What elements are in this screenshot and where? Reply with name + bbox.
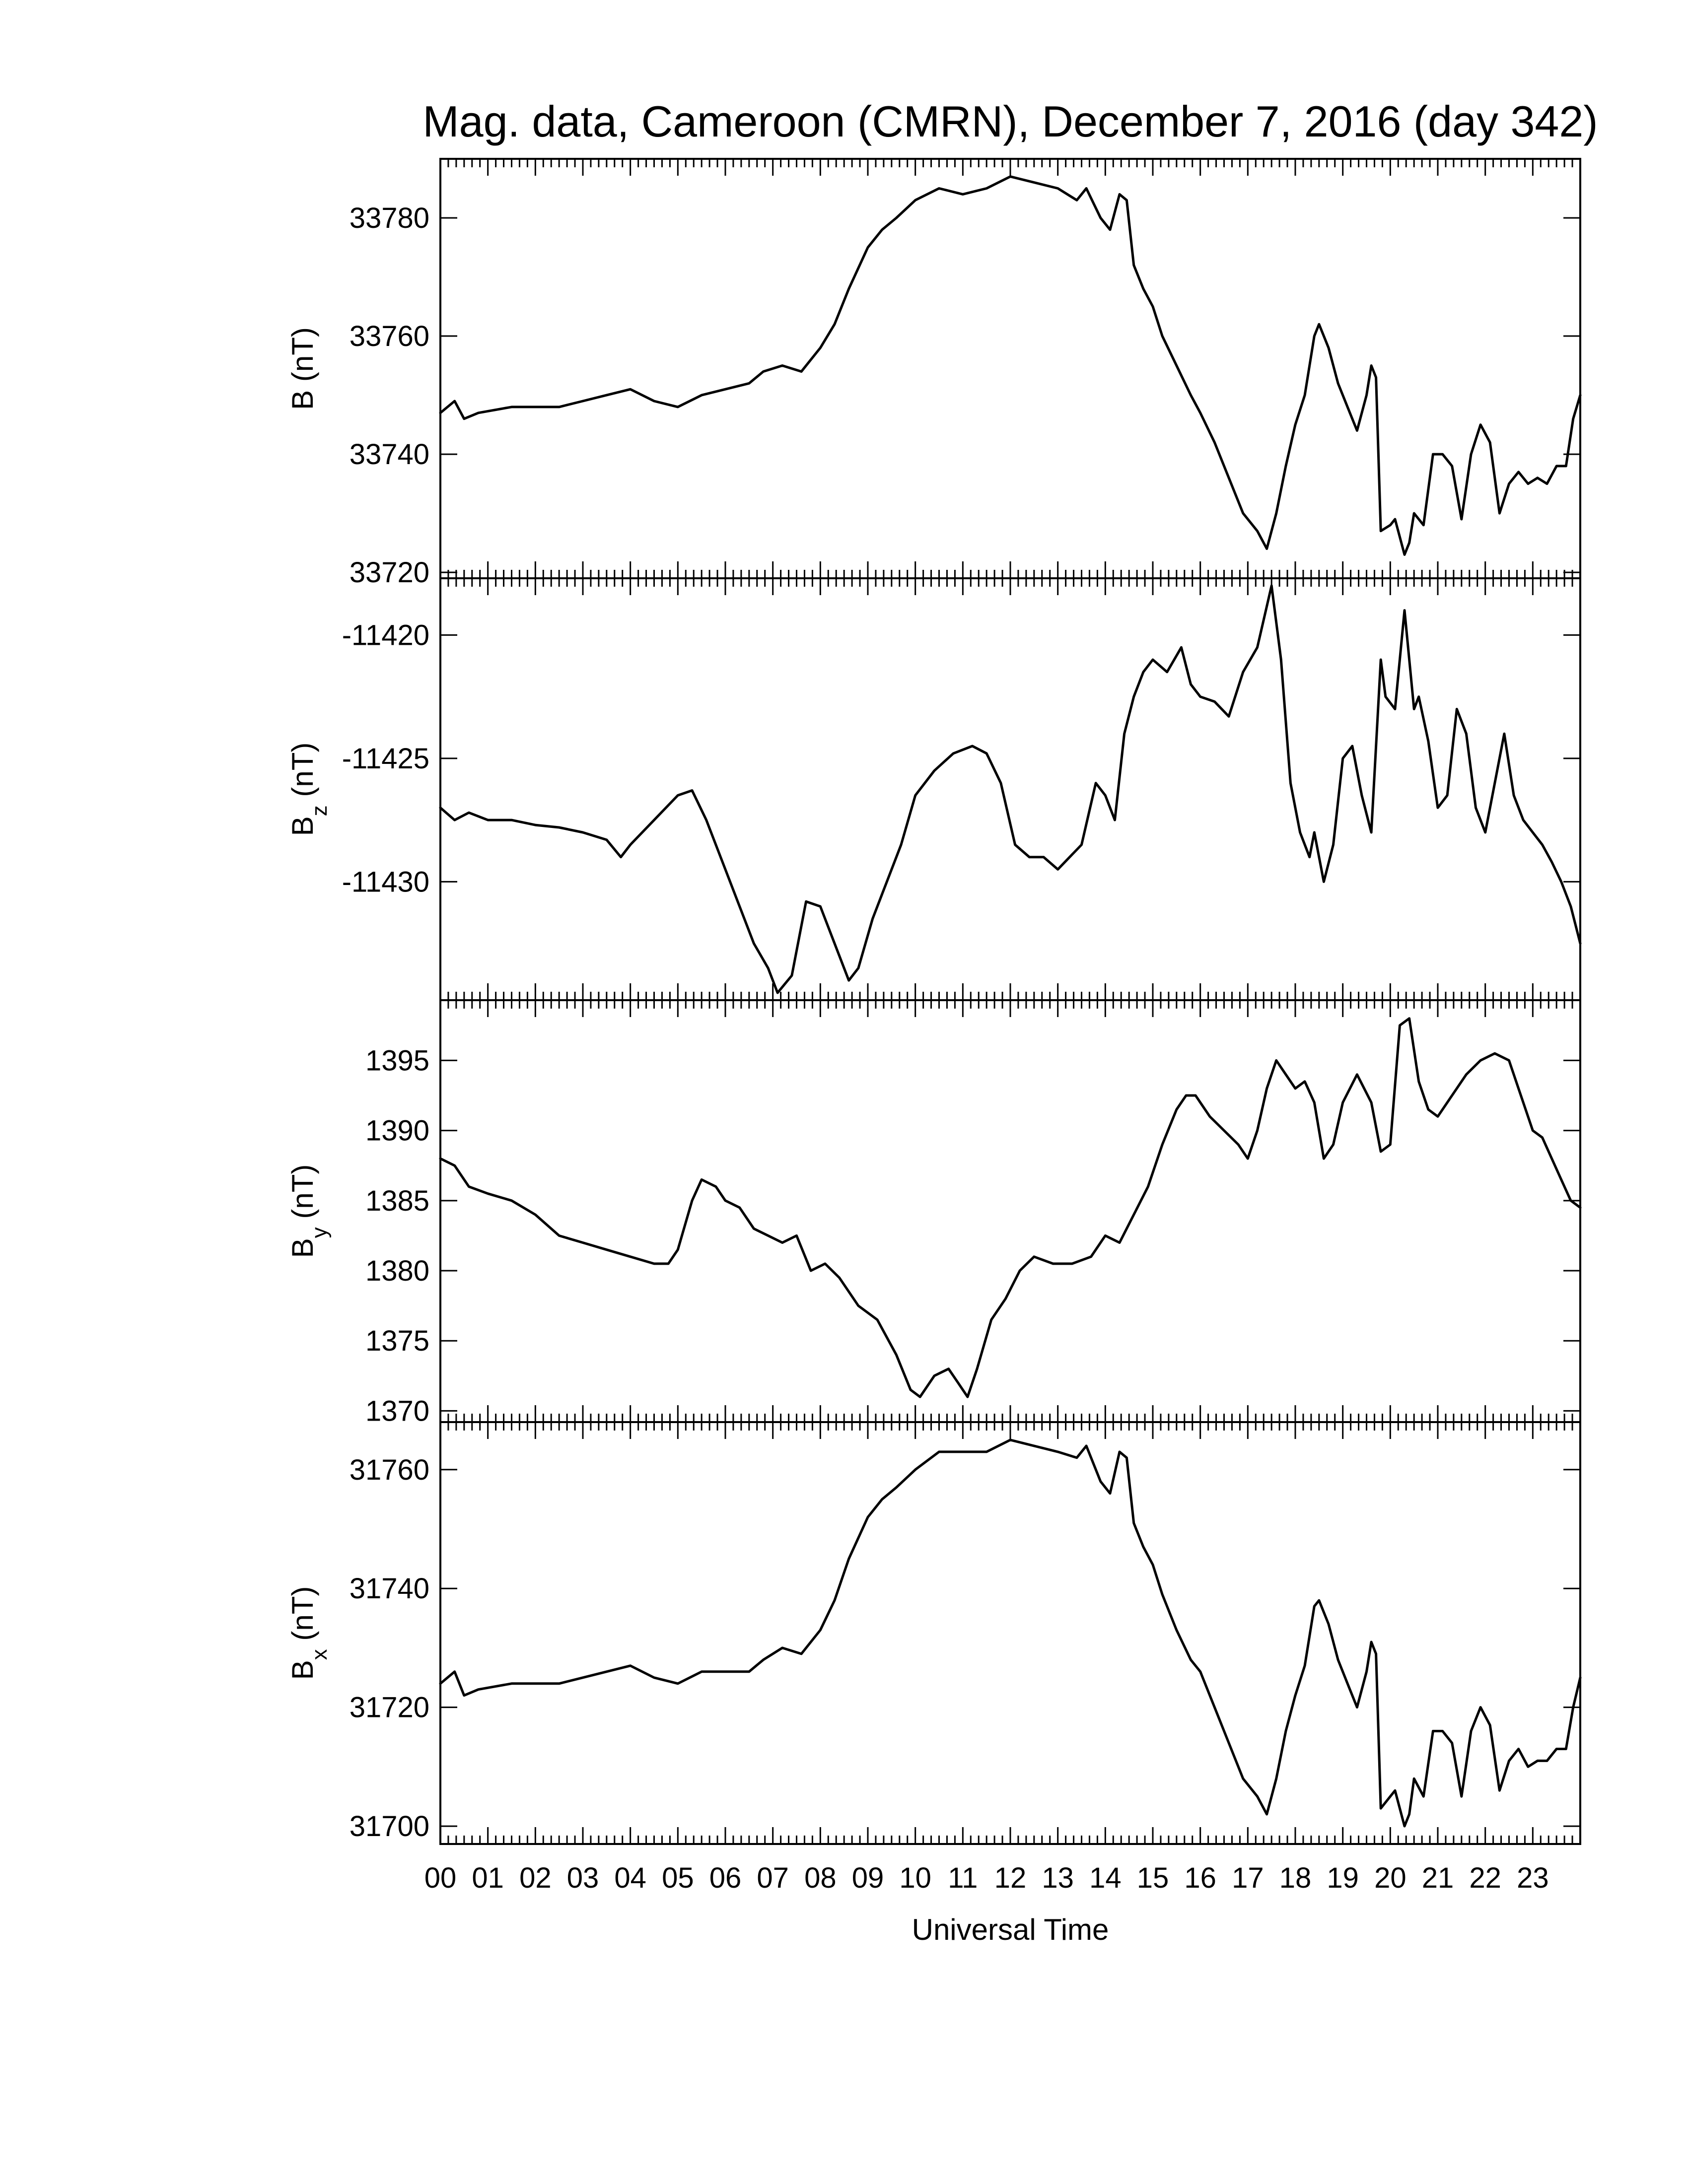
y-axis-label-subscript: y: [307, 1227, 332, 1238]
series-line-b: [439, 175, 1582, 556]
y-tick-label: -11420: [342, 619, 429, 651]
y-tick-label: 33740: [350, 438, 429, 471]
x-tick-label: 04: [614, 1862, 646, 1894]
y-axis-label-symbol: B: [286, 390, 319, 410]
x-tick-label: 14: [1089, 1862, 1122, 1894]
x-tick-label: 02: [519, 1862, 552, 1894]
x-tick-label: 03: [567, 1862, 599, 1894]
x-axis-tick-labels: 00 01 02 03 04 05 06 07 08 09 10 11 12 13 14 15 16 17 18 19…: [424, 1862, 1549, 1894]
y-tick-label: 1395: [365, 1044, 429, 1077]
x-tick-label: 11: [948, 1862, 978, 1894]
y-tick-label: 31720: [350, 1692, 429, 1724]
y-tick-label: 31700: [350, 1810, 429, 1843]
y-tick-label: -11425: [342, 743, 429, 775]
y-axis-label: Bz (nT): [286, 743, 332, 836]
y-axis-label-symbol: B: [286, 1660, 319, 1680]
x-axis-label: Universal Time: [912, 1913, 1109, 1946]
x-tick-label: 17: [1232, 1862, 1264, 1894]
y-tick-label: -11430: [342, 866, 429, 898]
y-tick-label: 1375: [365, 1325, 429, 1357]
y-axis-label-subscript: x: [307, 1649, 332, 1660]
y-tick-label: 1385: [365, 1185, 429, 1217]
plot-frame: [439, 158, 1581, 579]
x-tick-label: 23: [1517, 1862, 1549, 1894]
plot-frame: [439, 1421, 1581, 1845]
y-tick-label: 31740: [350, 1572, 429, 1605]
x-tick-label: 16: [1184, 1862, 1216, 1894]
y-axis-label-unit: (nT): [286, 1586, 319, 1649]
y-tick-label: 33780: [350, 202, 429, 234]
y-ticks: -11420 -11425 -11430: [342, 619, 1580, 898]
x-tick-label: 07: [757, 1862, 789, 1894]
x-tick-label: 08: [804, 1862, 837, 1894]
y-tick-label: 1390: [365, 1115, 429, 1147]
x-tick-label: 12: [994, 1862, 1027, 1894]
y-axis-label-symbol: B: [286, 816, 319, 836]
panel-by: 1370 1375 1380 1385 1390 1395 By (nT): [286, 999, 1582, 1427]
y-tick-label: 31760: [350, 1454, 429, 1486]
x-tick-label: 01: [472, 1862, 504, 1894]
x-tick-label: 09: [852, 1862, 884, 1894]
x-tick-label: 19: [1327, 1862, 1359, 1894]
y-tick-label: 1370: [365, 1395, 429, 1427]
x-tick-label: 05: [662, 1862, 694, 1894]
x-tick-label: 22: [1469, 1862, 1501, 1894]
y-axis-label-subscript: z: [307, 805, 332, 816]
y-axis-label-unit: (nT): [286, 743, 319, 806]
x-tick-label: 00: [424, 1862, 457, 1894]
x-ticks: [439, 1000, 1581, 1422]
y-axis-label: By (nT): [286, 1164, 332, 1258]
y-axis-label-unit: (nT): [286, 1164, 319, 1228]
x-ticks: [439, 1422, 1581, 1844]
x-tick-label: 15: [1137, 1862, 1169, 1894]
series-line-bz: [439, 584, 1582, 994]
x-tick-label: 13: [1042, 1862, 1074, 1894]
x-tick-label: 20: [1374, 1862, 1407, 1894]
y-axis-label: B (nT): [286, 327, 319, 410]
series-line-by: [439, 1017, 1582, 1398]
y-axis-label-unit: (nT): [286, 327, 319, 390]
x-ticks: [439, 159, 1581, 578]
x-tick-label: 06: [709, 1862, 742, 1894]
y-tick-label: 33720: [350, 556, 429, 589]
y-axis-label: Bx (nT): [286, 1586, 332, 1680]
y-ticks: 31700 31720 31740 31760: [350, 1454, 1580, 1843]
plot-frame: [439, 999, 1581, 1423]
y-axis-label-symbol: B: [286, 1238, 319, 1258]
panel-b: 33720 33740 33760 33780 B (nT): [286, 158, 1582, 589]
panel-bx: 31700 31720 31740 31760 Bx (nT): [286, 1421, 1582, 1845]
chart-title: Mag. data, Cameroon (CMRN), December 7, …: [422, 97, 1598, 146]
y-ticks: 33720 33740 33760 33780: [350, 202, 1580, 589]
series-line-bx: [439, 1438, 1582, 1828]
panel-bz: -11420 -11425 -11430 Bz (nT): [286, 577, 1582, 1001]
y-tick-label: 1380: [365, 1255, 429, 1287]
y-ticks: 1370 1375 1380 1385 1390 1395: [365, 1044, 1580, 1427]
x-tick-label: 18: [1279, 1862, 1312, 1894]
x-ticks: [439, 578, 1581, 1000]
x-tick-label: 10: [899, 1862, 931, 1894]
plot-frame: [439, 577, 1581, 1001]
y-tick-label: 33760: [350, 320, 429, 352]
x-tick-label: 21: [1422, 1862, 1454, 1894]
